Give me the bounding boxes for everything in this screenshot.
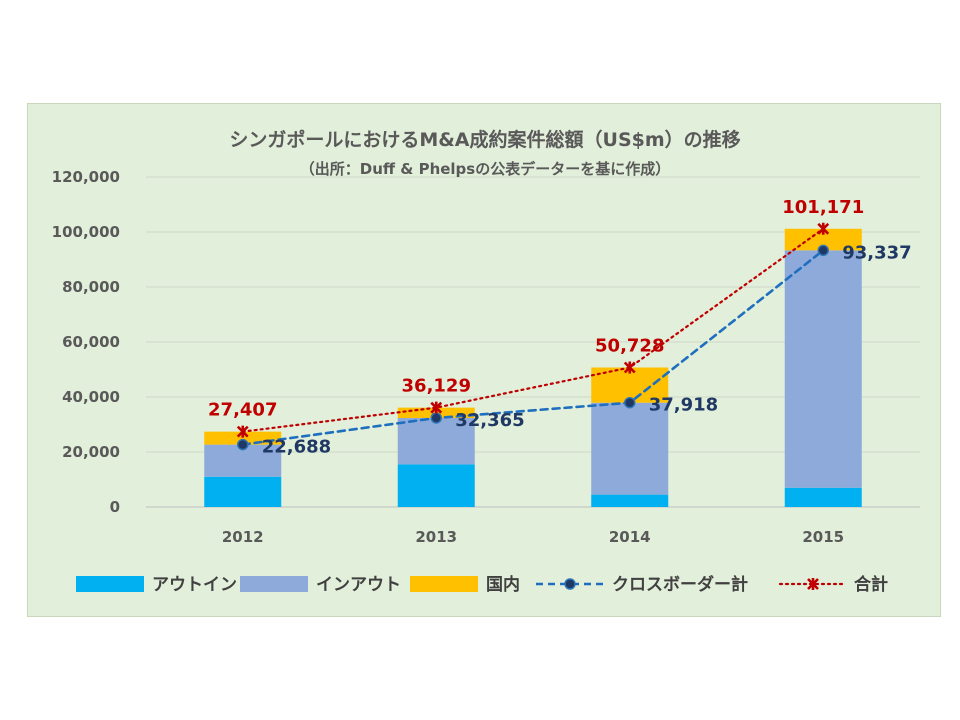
legend-swatch [410, 576, 478, 592]
axis-labels: 0 20,000 40,000 60,000 80,000 100,000 120,000 2… [52, 168, 844, 546]
y-tick-label: 60,000 [62, 333, 120, 351]
legend: アウトイン インアウト 国内 クロスボーダー計 合計 [76, 574, 888, 595]
data-label: 101,171 [782, 197, 864, 218]
chart-svg: 22,688 32,365 37,918 93,337 27,407 36,129 50,7… [52, 128, 920, 595]
lines [236, 222, 830, 451]
legend-label: 合計 [854, 574, 888, 595]
data-point [236, 425, 249, 438]
data-labels: 22,688 32,365 37,918 93,337 27,407 36,129 50,7… [208, 197, 912, 458]
legend-label: クロスボーダー計 [612, 574, 748, 595]
y-tick-label: 80,000 [62, 278, 120, 296]
bar-segment [204, 476, 282, 507]
y-tick-label: 120,000 [52, 168, 120, 186]
series-line [241, 249, 825, 446]
chart-subtitle: （出所：Duff & Phelpsの公表データーを基に作成） [300, 160, 670, 178]
legend-marker [807, 578, 819, 590]
legend-swatch [76, 576, 144, 592]
data-point [624, 396, 636, 409]
data-label: 93,337 [842, 242, 911, 263]
bar-segment [591, 402, 669, 495]
bar-segment [397, 417, 475, 465]
legend-label: インアウト [316, 575, 401, 595]
x-tick-label: 2012 [222, 528, 264, 546]
x-tick-label: 2014 [609, 528, 651, 546]
legend-marker-mark [807, 578, 819, 590]
data-point [430, 401, 443, 414]
data-point [817, 222, 830, 235]
legend-swatch [240, 576, 308, 592]
data-point-mark [623, 361, 636, 374]
data-point-mark [817, 222, 830, 235]
chart-title: シンガポールにおけるM&A成約案件総額（US$m）の推移 [229, 128, 740, 151]
bar-segment [591, 494, 669, 507]
data-label: 37,918 [649, 395, 718, 416]
data-point [430, 412, 442, 424]
bar-segment [784, 487, 862, 507]
bar-segment [397, 464, 475, 507]
data-point-mark [430, 401, 443, 414]
data-point [817, 244, 829, 257]
data-label: 27,407 [208, 400, 277, 421]
data-point [623, 361, 636, 374]
x-tick-label: 2013 [415, 528, 457, 546]
legend-label: アウトイン [152, 575, 237, 595]
chart-panel: 22,688 32,365 37,918 93,337 27,407 36,129 50,7… [27, 103, 941, 617]
series-line [241, 227, 825, 433]
bar-segment [784, 228, 862, 251]
y-tick-label: 20,000 [62, 443, 120, 461]
bars [204, 228, 862, 507]
y-tick-label: 100,000 [52, 223, 120, 241]
y-tick-label: 40,000 [62, 388, 120, 406]
legend-marker [564, 578, 576, 590]
bar-segment [784, 250, 862, 488]
x-tick-label: 2015 [802, 528, 844, 546]
data-label: 22,688 [262, 437, 331, 458]
data-point-mark [236, 425, 249, 438]
data-label: 32,365 [455, 410, 524, 431]
data-label: 50,728 [595, 335, 664, 356]
y-tick-label: 0 [110, 498, 120, 516]
data-label: 36,129 [402, 376, 471, 397]
legend-label: 国内 [486, 574, 520, 595]
data-point [237, 438, 249, 451]
